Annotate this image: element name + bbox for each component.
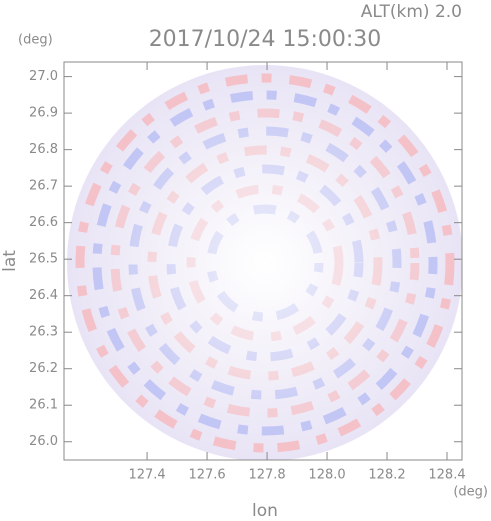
y-tick-label: 26.4 (29, 288, 58, 303)
y-tick-label: 26.5 (29, 252, 58, 267)
y-tick-label: 27.0 (29, 69, 58, 84)
radar-field (67, 65, 462, 460)
y-tick-label: 26.1 (29, 398, 58, 413)
y-label: lat (0, 250, 20, 272)
x-label: lon (252, 501, 278, 521)
x-tick-label: 127.6 (188, 468, 225, 483)
x-tick-label: 128.0 (308, 468, 345, 483)
plot-frame (63, 61, 463, 461)
x-unit: (deg) (453, 485, 488, 500)
y-tick-label: 26.0 (29, 434, 58, 449)
chart-title: 2017/10/24 15:00:30 (149, 27, 382, 52)
y-tick-label: 26.7 (29, 179, 58, 194)
y-tick-label: 26.8 (29, 142, 58, 157)
x-tick-label: 127.8 (248, 468, 285, 483)
y-tick-label: 26.6 (29, 215, 58, 230)
y-tick-label: 26.9 (29, 106, 58, 121)
y-tick-label: 26.2 (29, 361, 58, 376)
y-tick-label: 26.3 (29, 325, 58, 340)
y-unit: (deg) (18, 33, 53, 48)
x-tick-label: 128.4 (428, 468, 465, 483)
x-tick-label: 127.4 (128, 468, 165, 483)
x-tick-label: 128.2 (368, 468, 405, 483)
annotation: ALT(km) 2.0 (361, 2, 462, 22)
